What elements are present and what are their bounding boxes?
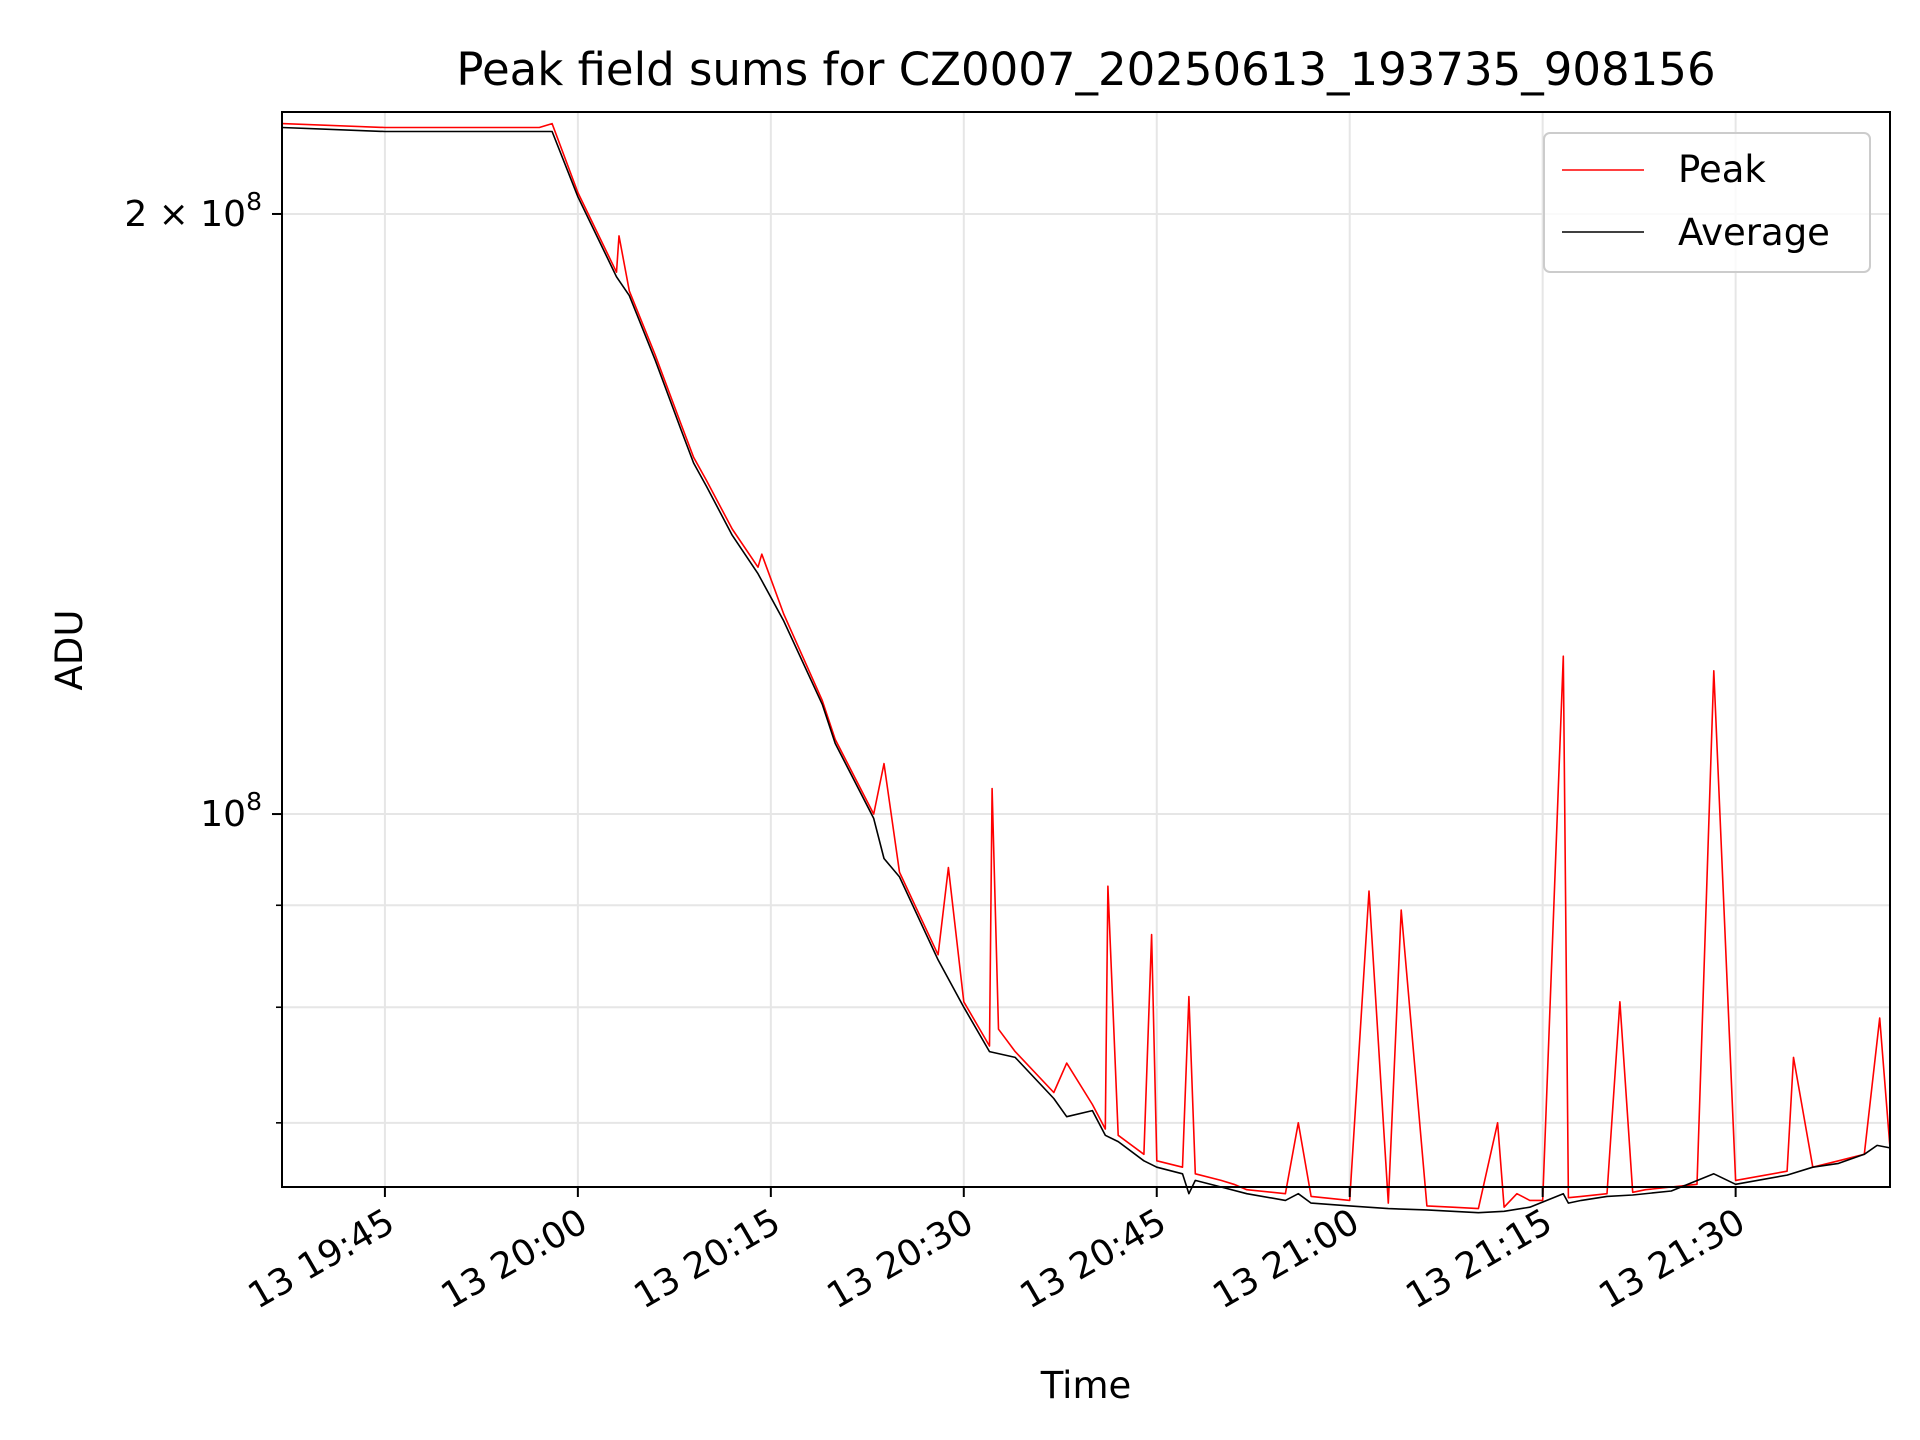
legend-box — [1543, 132, 1871, 273]
legend-label-average: Average — [1678, 211, 1830, 254]
series-line-peak — [281, 122, 1891, 1210]
plot-area — [281, 122, 1891, 1214]
legend: Peak Average — [1543, 132, 1871, 273]
y-tick-label: 2 × 108 — [124, 187, 262, 235]
x-axis-label: Time — [1040, 1364, 1132, 1407]
y-axis: 2 × 108 108 — [124, 187, 282, 1124]
legend-label-peak: Peak — [1678, 148, 1766, 191]
grid — [282, 112, 1890, 1187]
y-tick-label: 108 — [200, 787, 262, 835]
y-axis-label: ADU — [48, 610, 91, 691]
series-line-average — [281, 126, 1891, 1214]
axes-frame — [281, 111, 1891, 1188]
chart-title: Peak field sums for CZ0007_20250613_1937… — [456, 43, 1715, 96]
